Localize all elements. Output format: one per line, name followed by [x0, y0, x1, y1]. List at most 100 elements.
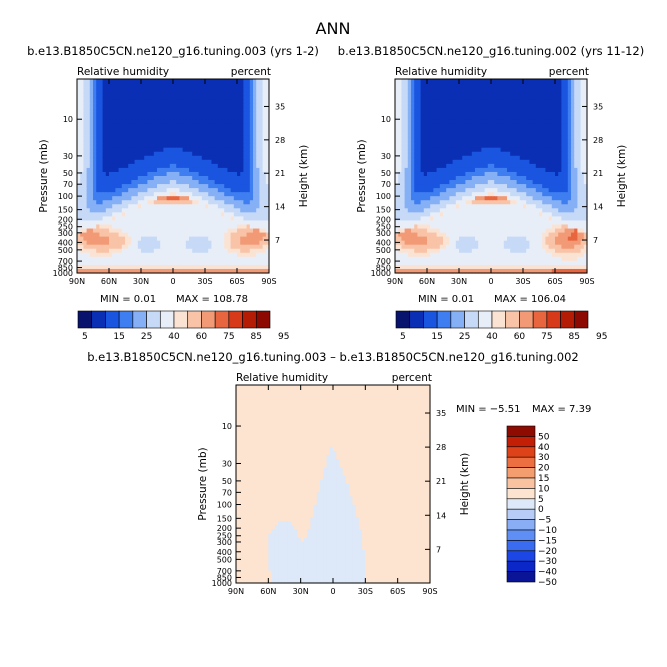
- field-cell: [121, 115, 126, 121]
- field-cell: [150, 115, 155, 121]
- field-cell: [182, 163, 187, 169]
- field-cell: [230, 115, 235, 121]
- field-cell: [430, 208, 434, 213]
- field-cell: [189, 200, 193, 205]
- field-cell: [150, 180, 155, 185]
- field-cell: [182, 139, 187, 145]
- field-cell: [83, 131, 88, 137]
- field-cell: [583, 131, 588, 137]
- field-cell: [102, 83, 107, 88]
- field-cell: [192, 91, 196, 96]
- field-cell: [398, 119, 402, 125]
- field-cell: [395, 103, 399, 108]
- field-cell: [118, 236, 123, 242]
- field-cell: [249, 99, 254, 104]
- field-cell: [265, 99, 270, 104]
- field-cell: [144, 252, 148, 258]
- field-cell: [137, 228, 142, 234]
- field-cell: [500, 176, 505, 181]
- field-cell: [439, 167, 444, 173]
- field-cell: [166, 91, 171, 96]
- field-cell: [217, 252, 222, 258]
- field-cell: [125, 260, 129, 266]
- field-cell: [407, 143, 412, 149]
- field-cell: [134, 135, 139, 141]
- field-cell: [198, 123, 203, 129]
- field-cell: [125, 123, 129, 129]
- field-cell: [128, 264, 132, 270]
- field-cell: [249, 103, 254, 108]
- field-cell: [433, 111, 438, 116]
- field-cell: [468, 159, 473, 165]
- field-cell: [249, 143, 254, 149]
- field-cell: [449, 143, 454, 149]
- field-cell: [96, 196, 100, 201]
- field-cell: [487, 131, 492, 137]
- field-cell: [404, 79, 409, 84]
- field-cell: [115, 143, 120, 149]
- field-cell: [195, 111, 200, 116]
- field-cell: [128, 220, 132, 226]
- field-cell: [577, 147, 582, 153]
- field-cell: [109, 248, 113, 254]
- field-cell: [160, 115, 164, 121]
- field-cell: [195, 236, 200, 242]
- field-cell: [411, 208, 415, 213]
- field-cell: [262, 99, 267, 104]
- field-cell: [452, 155, 457, 161]
- field-cell: [561, 155, 566, 161]
- field-cell: [484, 103, 489, 108]
- field-cell: [77, 228, 81, 234]
- field-cell: [86, 236, 91, 242]
- field-cell: [265, 107, 270, 112]
- field-cell: [571, 139, 575, 145]
- field-cell: [141, 240, 145, 246]
- field-cell: [128, 107, 132, 112]
- field-cell: [99, 252, 104, 258]
- field-cell: [83, 143, 88, 149]
- field-cell: [478, 163, 482, 169]
- field-cell: [179, 240, 184, 246]
- field-cell: [112, 95, 116, 100]
- field-cell: [89, 167, 94, 173]
- field-cell: [169, 171, 174, 177]
- field-cells: [395, 79, 588, 274]
- field-cell: [446, 159, 450, 165]
- field-cell: [208, 208, 212, 213]
- field-cell: [548, 204, 553, 209]
- field-cell: [195, 192, 200, 197]
- field-cell: [555, 143, 559, 149]
- field-cell: [185, 248, 190, 254]
- field-cell: [112, 83, 116, 88]
- field-cell: [179, 220, 184, 226]
- field-cell: [182, 151, 187, 157]
- field-cell: [542, 91, 546, 96]
- field-cell: [205, 87, 209, 92]
- field-cell: [411, 103, 415, 108]
- field-cell: [144, 212, 148, 218]
- field-cell: [462, 123, 466, 129]
- field-cell: [230, 268, 235, 274]
- field-cell: [134, 159, 139, 165]
- field-cell: [128, 240, 132, 246]
- field-cell: [89, 228, 94, 234]
- field-cell: [452, 147, 457, 153]
- field-cell: [134, 103, 139, 108]
- field-cell: [404, 167, 409, 173]
- field-cell: [532, 99, 537, 104]
- field-cell: [205, 167, 209, 173]
- field-cell: [423, 135, 428, 141]
- field-cell: [574, 123, 578, 129]
- field-cell: [112, 99, 116, 104]
- field-cell: [532, 87, 537, 92]
- field-cell: [487, 119, 492, 125]
- field-cell: [189, 103, 193, 108]
- field-cell: [497, 196, 502, 201]
- field-cell: [246, 184, 251, 189]
- field-cell: [179, 228, 184, 234]
- field-cell: [574, 180, 578, 185]
- field-cell: [243, 268, 248, 274]
- field-cell: [86, 171, 91, 177]
- field-cell: [500, 143, 505, 149]
- field-cell: [411, 212, 415, 218]
